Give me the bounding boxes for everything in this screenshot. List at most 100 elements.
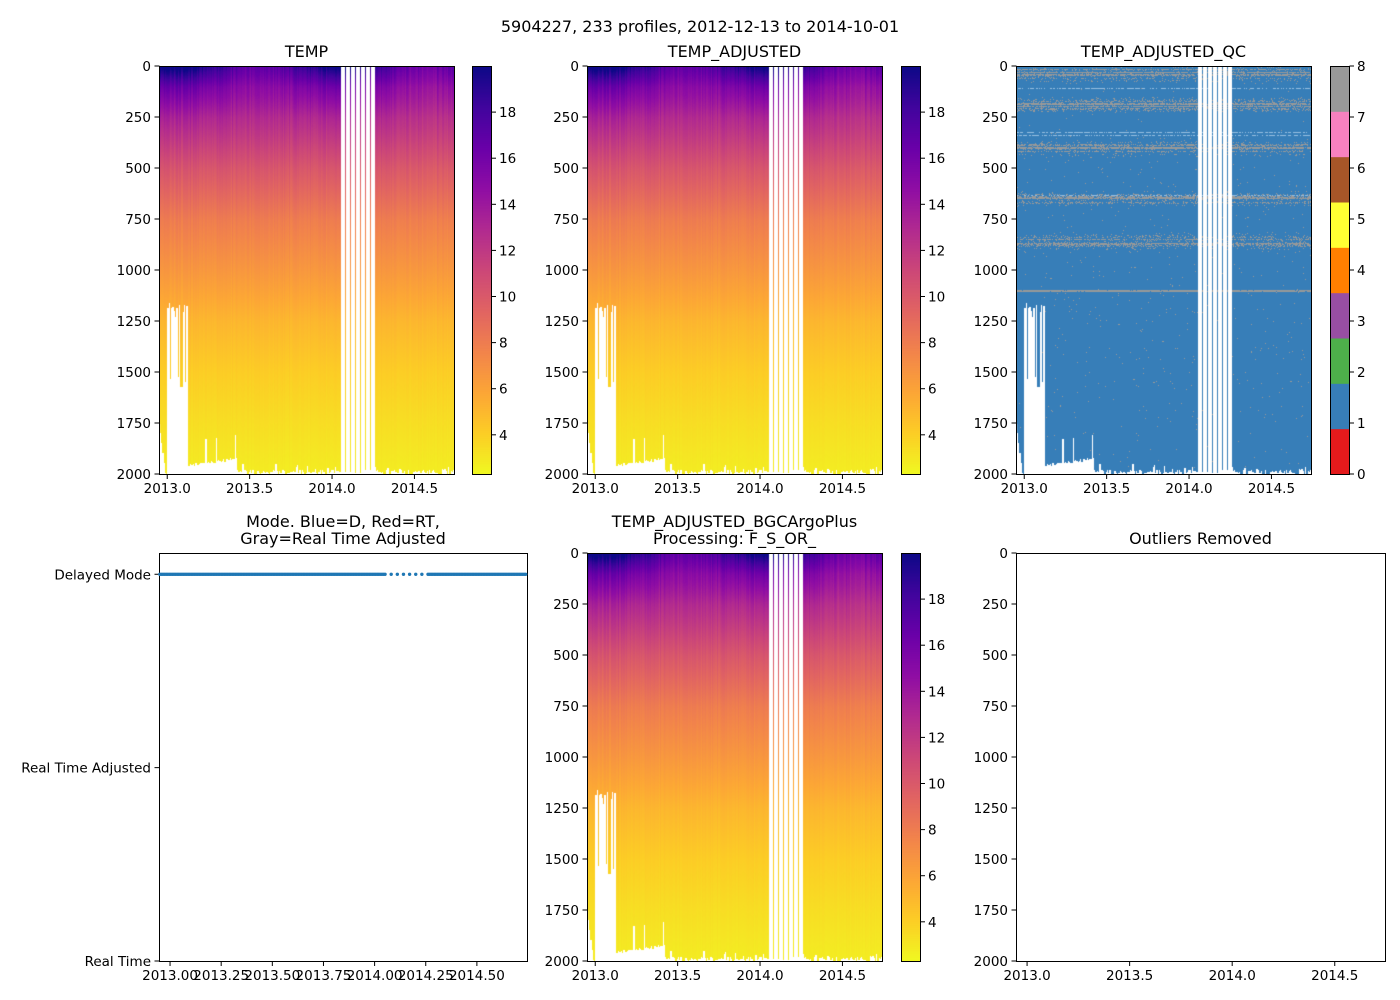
y-tick-label: 1250 — [545, 801, 579, 817]
y-tick-label: 2000 — [117, 467, 151, 483]
colorbar-tick-label: 0 — [1357, 467, 1366, 483]
y-tick-label: 750 — [553, 212, 579, 228]
y-tick-label: 1500 — [545, 852, 579, 868]
temp_adjusted_bgcargoplus-colorbar-gradient — [901, 553, 920, 961]
qc-colorbar-segment-5 — [1330, 202, 1349, 248]
y-tick-label: 500 — [982, 161, 1008, 177]
colorbar-tick-label: 1 — [1357, 416, 1366, 432]
y-tick-label: 1750 — [545, 903, 579, 919]
x-tick-label: 2013.5 — [226, 481, 273, 497]
x-tick-label: 2013.0 — [1003, 968, 1050, 984]
colorbar-tick-label: 18 — [928, 592, 945, 608]
outliers_removed-title: Outliers Removed — [1129, 529, 1272, 548]
mode-point — [401, 572, 406, 576]
colorbar-tick-label: 12 — [928, 730, 945, 746]
temp_adjusted-colorbar-frame — [901, 66, 921, 475]
y-tick-label: 0 — [142, 59, 151, 75]
temp-heatmap — [159, 66, 454, 474]
x-tick-label: 2014.0 — [736, 481, 783, 497]
x-tick-label: 2014.5 — [819, 481, 866, 497]
y-tick-label: 500 — [125, 161, 151, 177]
x-tick-label: 2013.0 — [1001, 481, 1048, 497]
temp_adjusted_bgcargoplus-title: TEMP_ADJUSTED_BGCArgoPlus — [611, 512, 857, 532]
qc-colorbar-segment-4 — [1330, 247, 1349, 294]
colorbar-tick-label: 10 — [928, 777, 945, 793]
y-tick-label: 1750 — [545, 416, 579, 432]
temp_adjusted_bgcargoplus-heatmap — [587, 553, 882, 961]
temp_adjusted_qc-title: TEMP_ADJUSTED_QC — [1080, 42, 1246, 62]
mode-point — [389, 572, 393, 576]
y-tick-label: 1250 — [974, 314, 1008, 330]
y-tick-label: 750 — [982, 699, 1008, 715]
colorbar-tick-label: 3 — [1357, 314, 1366, 330]
x-tick-label: 2013.5 — [1083, 481, 1130, 497]
x-tick-label: 2014.5 — [1248, 481, 1295, 497]
colorbar-tick-label: 18 — [928, 105, 945, 121]
x-tick-label: 2014.0 — [1165, 481, 1212, 497]
qc-colorbar-segment-1 — [1330, 383, 1349, 430]
x-tick-label: 2014.00 — [347, 968, 403, 984]
y-tick-label: 2000 — [974, 467, 1008, 483]
x-tick-label: 2013.0 — [572, 481, 619, 497]
colorbar-tick-label: 6 — [499, 382, 508, 398]
colorbar-tick-label: 7 — [1357, 110, 1366, 126]
mode-series-delayed-mode — [158, 572, 528, 576]
colorbar-tick-label: 6 — [928, 869, 937, 885]
temp_adjusted_bgcargoplus-axes-frame — [587, 553, 883, 962]
y-tick-label: 750 — [982, 212, 1008, 228]
mode-point — [523, 572, 528, 576]
temp_adjusted-title: TEMP_ADJUSTED — [667, 42, 801, 62]
y-tick-label: 1750 — [974, 416, 1008, 432]
temp-colorbar-gradient — [472, 66, 491, 474]
x-tick-label: 2014.50 — [449, 968, 505, 984]
y-tick-label: 750 — [125, 212, 151, 228]
qc-colorbar-segment-8 — [1330, 66, 1349, 112]
colorbar-tick-label: 16 — [499, 151, 516, 167]
x-tick-label: 2013.5 — [654, 481, 701, 497]
mode-axes-frame — [159, 553, 528, 962]
y-tick-label: 750 — [553, 699, 579, 715]
y-tick-label: 1500 — [117, 365, 151, 381]
colorbar-tick-label: 14 — [499, 197, 516, 213]
colorbar-tick-label: 18 — [499, 105, 516, 121]
x-tick-label: 2013.0 — [572, 968, 619, 984]
y-tick-label: 1000 — [974, 263, 1008, 279]
temp-axes-frame — [159, 66, 455, 475]
y-tick-label: 1750 — [974, 903, 1008, 919]
outliers_removed-axes-frame — [1016, 553, 1386, 962]
colorbar-tick-label: 16 — [928, 151, 945, 167]
x-tick-label: 2014.5 — [819, 968, 866, 984]
y-tick-label: 0 — [570, 546, 579, 562]
mode-point — [407, 572, 412, 576]
mode-point — [414, 572, 418, 576]
colorbar-tick-label: 14 — [928, 197, 945, 213]
colorbar-tick-label: 10 — [499, 290, 516, 306]
y-tick-label: 0 — [999, 59, 1008, 75]
colorbar-tick-label: 8 — [499, 336, 508, 352]
y-tick-label: 250 — [125, 110, 151, 126]
y-tick-label: 250 — [982, 110, 1008, 126]
qc-colorbar-segment-7 — [1330, 111, 1349, 158]
qc-colorbar-segment-2 — [1330, 338, 1349, 384]
y-tick-label: 500 — [553, 648, 579, 664]
qc-colorbar-segment-6 — [1330, 156, 1349, 203]
colorbar-tick-label: 12 — [928, 243, 945, 259]
x-tick-label: 2013.75 — [296, 968, 352, 984]
y-tick-label: Delayed Mode — [54, 567, 151, 583]
temp_adjusted-heatmap — [587, 66, 882, 474]
y-tick-label: 1500 — [545, 365, 579, 381]
y-tick-label: 1000 — [545, 263, 579, 279]
colorbar-tick-label: 2 — [1357, 365, 1366, 381]
y-tick-label: 2000 — [545, 467, 579, 483]
mode-point — [383, 572, 387, 576]
y-tick-label: 1000 — [117, 263, 151, 279]
x-tick-label: 2014.0 — [1209, 968, 1256, 984]
x-tick-label: 2014.25 — [398, 968, 454, 984]
x-tick-label: 2014.0 — [308, 481, 355, 497]
colorbar-tick-label: 8 — [1357, 59, 1366, 75]
colorbar-tick-label: 10 — [928, 290, 945, 306]
y-tick-label: 1750 — [117, 416, 151, 432]
x-tick-label: 2013.50 — [244, 968, 300, 984]
y-tick-label: 0 — [999, 546, 1008, 562]
